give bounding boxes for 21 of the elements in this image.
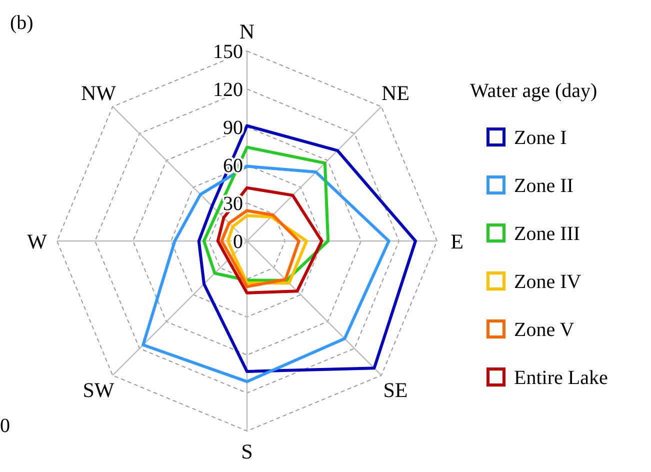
y-tick-label: 0: [233, 231, 243, 253]
spoke-label: W: [27, 229, 48, 254]
legend-label: Entire Lake: [514, 367, 608, 389]
text: (b): [10, 12, 34, 34]
spoke-label: SE: [383, 378, 408, 402]
legend-label: Zone I: [514, 127, 567, 149]
spoke-label: NW: [81, 80, 116, 105]
legend-label: Zone III: [514, 223, 580, 245]
text: 0: [0, 415, 10, 437]
legend-label: Zone IV: [514, 271, 582, 293]
spoke-label: E: [450, 229, 464, 254]
spoke-label: SW: [82, 378, 114, 402]
legend-title: Water age (day): [470, 80, 598, 102]
legend-label: Zone II: [514, 175, 574, 197]
spoke-label: S: [241, 439, 253, 464]
y-tick-label: 90: [223, 117, 243, 139]
legend-label: Zone V: [514, 319, 575, 341]
y-tick-label: 150: [213, 41, 243, 63]
spoke-label: N: [239, 19, 255, 44]
spoke-label: NE: [381, 80, 410, 105]
y-tick-label: 120: [213, 79, 243, 101]
